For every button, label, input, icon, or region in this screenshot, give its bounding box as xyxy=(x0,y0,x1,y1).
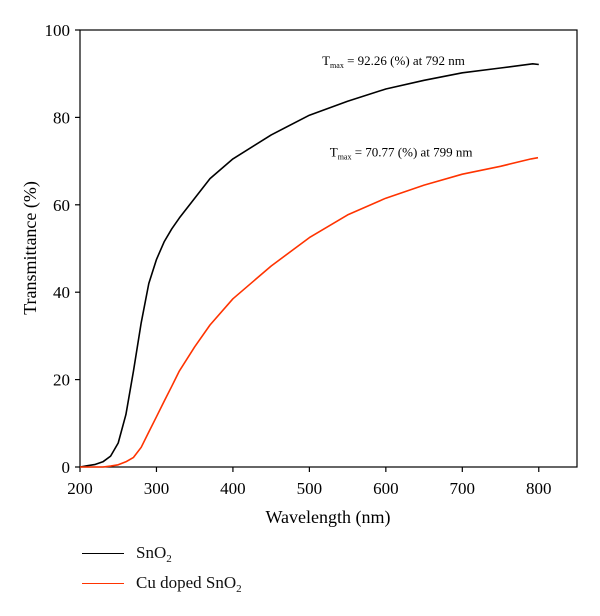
x-tick-label: 600 xyxy=(373,479,399,498)
y-tick-label: 100 xyxy=(45,21,71,40)
x-tick-label: 400 xyxy=(220,479,246,498)
y-tick-label: 40 xyxy=(53,283,70,302)
series-line-cu-doped-sno2 xyxy=(80,156,539,468)
legend-item-sno2: SnO2 xyxy=(82,538,242,568)
y-axis: 0 20 40 60 80 100 xyxy=(45,21,80,477)
x-tick-label: 800 xyxy=(526,479,552,498)
plot-area xyxy=(79,29,578,468)
legend-label-cu-doped-sno2: Cu doped SnO2 xyxy=(136,573,242,595)
x-tick-label: 500 xyxy=(297,479,323,498)
x-tick-label: 300 xyxy=(144,479,170,498)
x-tick-label: 700 xyxy=(450,479,476,498)
x-axis: 200 300 400 500 600 700 800 xyxy=(67,467,552,498)
plot-frame xyxy=(79,29,578,468)
x-tick-label: 200 xyxy=(67,479,93,498)
series-lines xyxy=(79,62,539,468)
y-tick-label: 60 xyxy=(53,196,70,215)
x-axis-label: Wavelength (nm) xyxy=(265,507,390,528)
legend-label-sno2: SnO2 xyxy=(136,543,172,565)
y-tick-label: 80 xyxy=(53,108,70,127)
annotation-tmax-cu-doped-sno2: Tmax = 70.77 (%) at 799 nm xyxy=(330,145,473,162)
y-tick-label: 0 xyxy=(62,458,71,477)
legend-item-cu-doped-sno2: Cu doped SnO2 xyxy=(82,568,242,598)
legend-swatch-cu-doped-sno2 xyxy=(82,582,124,584)
legend: SnO2 Cu doped SnO2 xyxy=(82,538,242,598)
y-axis-label: Transmittance (%) xyxy=(20,181,41,315)
y-tick-label: 20 xyxy=(53,371,70,390)
annotation-tmax-sno2: Tmax = 92.26 (%) at 792 nm xyxy=(322,53,465,70)
annotations: Tmax = 92.26 (%) at 792 nm Tmax = 70.77 (… xyxy=(322,53,472,162)
transmittance-chart: 0 20 40 60 80 100 200 300 400 500 600 700 800 Tmax … xyxy=(20,21,578,528)
legend-swatch-sno2 xyxy=(82,552,124,554)
series-line-sno2 xyxy=(79,62,539,468)
